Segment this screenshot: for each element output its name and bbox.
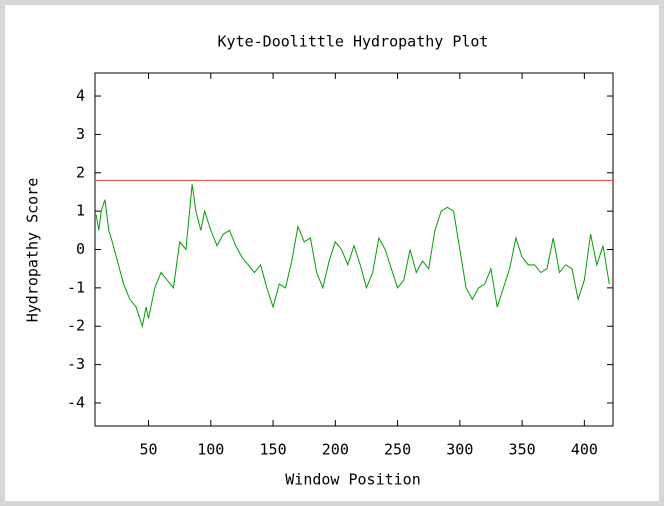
- x-tick-label: 250: [384, 441, 411, 459]
- x-axis-label: Window Position: [285, 471, 420, 489]
- plot-frame: [94, 72, 614, 427]
- data-line: [95, 184, 610, 329]
- chart-panel: Kyte-Doolittle Hydropathy Plot Window Po…: [5, 5, 659, 501]
- x-tick-label: 100: [197, 441, 224, 459]
- y-tick-label: 0: [76, 240, 85, 258]
- chart-title: Kyte-Doolittle Hydropathy Plot: [218, 33, 489, 51]
- y-tick-label: 4: [76, 87, 85, 105]
- y-tick-label: -2: [67, 317, 85, 335]
- y-tick-label: -1: [67, 278, 85, 296]
- x-tick-label: 300: [446, 441, 473, 459]
- y-tick-label: -4: [67, 393, 85, 411]
- x-tick-label: 200: [322, 441, 349, 459]
- x-tick-label: 50: [140, 441, 158, 459]
- y-tick-label: 1: [76, 202, 85, 220]
- x-tick-label: 400: [571, 441, 598, 459]
- x-tick-label: 150: [260, 441, 287, 459]
- y-axis-label: Hydropathy Score: [24, 178, 42, 323]
- y-tick-label: 3: [76, 125, 85, 143]
- x-tick-label: 350: [509, 441, 536, 459]
- y-tick-label: 2: [76, 163, 85, 181]
- y-tick-label: -3: [67, 355, 85, 373]
- chart: Kyte-Doolittle Hydropathy Plot Window Po…: [24, 33, 614, 489]
